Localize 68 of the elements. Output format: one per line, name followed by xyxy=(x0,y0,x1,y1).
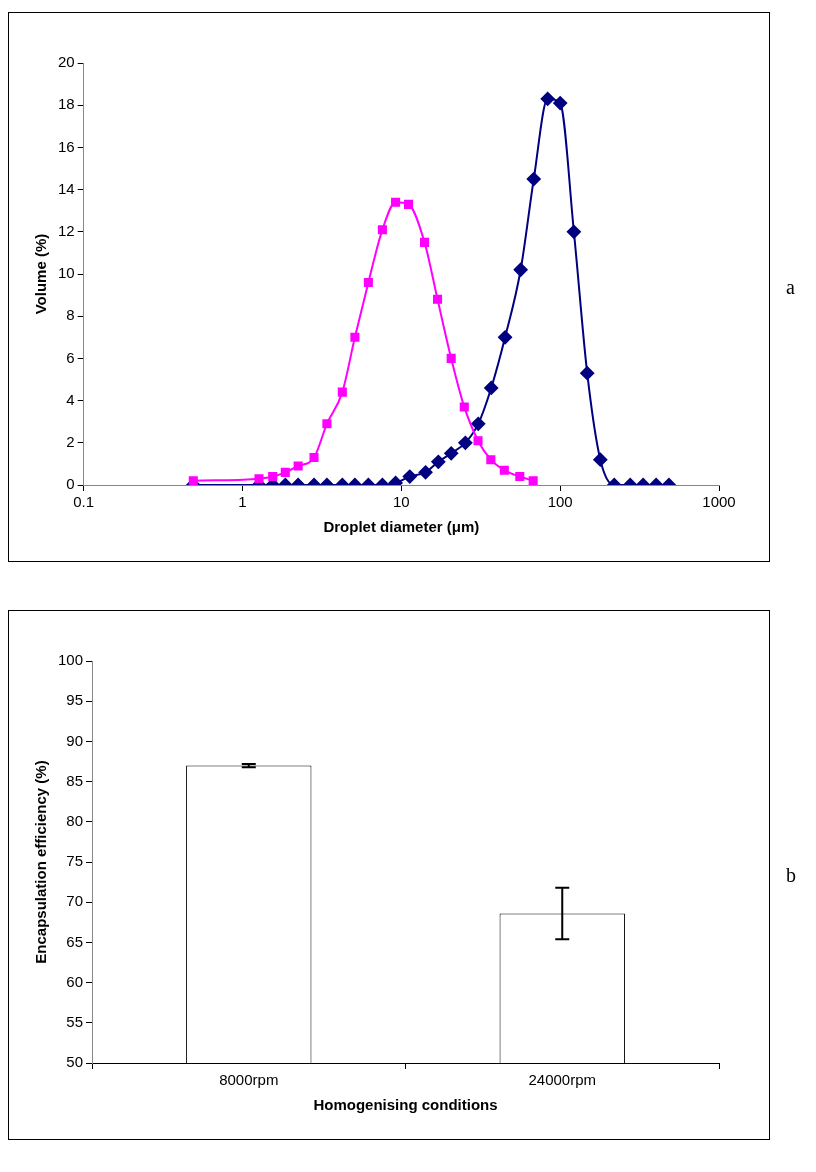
y-tick-label: 55 xyxy=(66,1012,84,1030)
point xyxy=(431,454,446,469)
x-tick-label: 8000rpm xyxy=(219,1071,279,1089)
x-tick-label: 1 xyxy=(238,493,247,511)
point xyxy=(459,402,469,412)
point xyxy=(526,172,541,187)
y-tick-label: 50 xyxy=(66,1053,84,1071)
point xyxy=(404,199,414,209)
point xyxy=(458,435,473,450)
point xyxy=(515,472,525,482)
point xyxy=(553,96,568,111)
y-tick-label: 60 xyxy=(66,972,84,990)
x-tick-label: 100 xyxy=(547,493,573,511)
point xyxy=(268,472,278,482)
y-axis-title: Encapsulation efficiency (%) xyxy=(32,760,50,964)
y-tick-label: 6 xyxy=(66,348,75,366)
point xyxy=(280,467,290,477)
x-axis-title: Homogenising conditions xyxy=(313,1096,498,1114)
point xyxy=(484,380,499,395)
x-tick-label: 10 xyxy=(393,493,410,511)
text: a xyxy=(786,275,795,298)
x-tick-label: 1000 xyxy=(702,493,736,511)
y-tick-label: 75 xyxy=(66,852,84,870)
y-tick-label: 70 xyxy=(66,892,84,910)
point xyxy=(513,262,528,277)
point xyxy=(377,225,387,235)
point xyxy=(471,416,486,431)
point xyxy=(566,224,581,239)
point xyxy=(309,453,319,463)
point xyxy=(580,366,595,381)
y-tick-label: 10 xyxy=(58,264,75,282)
y-tick-label: 14 xyxy=(58,179,75,197)
y-tick-label: 80 xyxy=(66,811,84,829)
x-axis-title: Droplet diameter (μm) xyxy=(323,518,480,536)
y-tick-label: 8 xyxy=(66,306,75,324)
point xyxy=(391,197,401,207)
y-tick-label: 16 xyxy=(58,137,75,155)
point xyxy=(446,353,456,363)
point xyxy=(322,419,332,429)
y-tick-label: 90 xyxy=(66,731,84,749)
y-tick-label: 12 xyxy=(58,221,75,239)
point xyxy=(540,91,555,106)
point xyxy=(363,277,373,287)
point xyxy=(337,387,347,397)
point xyxy=(444,446,459,461)
y-tick-label: 0 xyxy=(66,475,75,493)
point xyxy=(473,436,483,446)
x-tick-label: 0.1 xyxy=(73,493,95,511)
y-tick-label: 95 xyxy=(66,691,84,709)
point xyxy=(486,455,496,465)
y-tick-label: 18 xyxy=(58,95,75,113)
text: b xyxy=(786,863,796,886)
point xyxy=(402,469,417,484)
point xyxy=(350,332,360,342)
point xyxy=(499,465,509,475)
y-tick-label: 85 xyxy=(66,771,84,789)
point xyxy=(498,330,513,345)
point xyxy=(593,452,608,467)
y-tick-label: 20 xyxy=(58,53,75,71)
y-tick-label: 2 xyxy=(66,432,75,450)
y-tick-label: 4 xyxy=(66,390,75,408)
point xyxy=(420,237,430,247)
point xyxy=(528,476,538,485)
y-axis-title: Volume (%) xyxy=(32,233,50,315)
point xyxy=(433,294,443,304)
x-tick-label: 24000rpm xyxy=(528,1071,597,1089)
y-tick-label: 100 xyxy=(58,651,84,669)
y-tick-label: 65 xyxy=(66,932,84,950)
